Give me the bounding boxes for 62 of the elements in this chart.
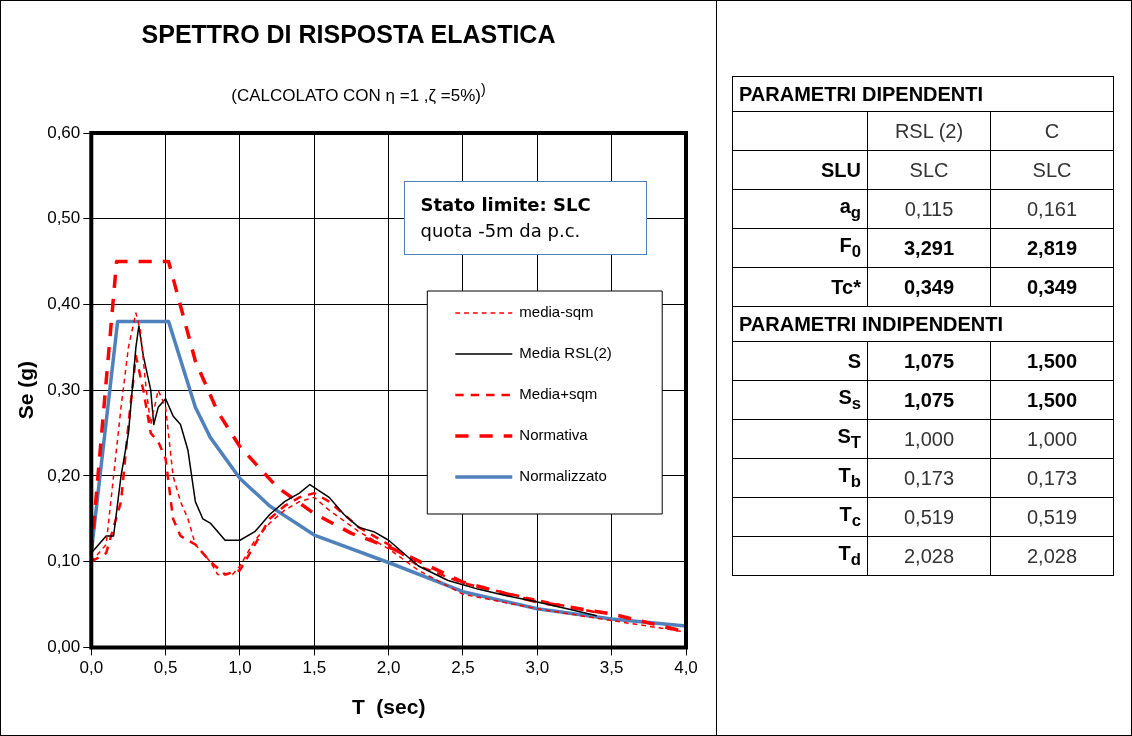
- category-label: F$_{0}$: [839, 234, 861, 261]
- text: 2,028: [1026, 544, 1078, 567]
- x-tick-label: 2,5: [451, 658, 475, 678]
- y-tick-label: 0,20: [47, 465, 81, 485]
- category-label: T$_{b}$: [838, 464, 861, 491]
- text: PARAMETRI DIPENDENTI: [732, 76, 1114, 112]
- chart-subtitle: (CALCOLATO CON η =1 ,ζ =5%)$^{)}$: [230, 81, 487, 106]
- x-tick-label: 3,5: [599, 658, 624, 678]
- text: 0,173: [1026, 466, 1078, 489]
- category-label: T$_{d}$: [838, 542, 861, 569]
- text: 2,819: [1026, 236, 1078, 259]
- text: 2,028: [903, 544, 955, 567]
- y-tick-label: 0,00: [47, 637, 81, 657]
- category-label: SLU: [821, 158, 861, 181]
- category-label: C: [990, 111, 1114, 151]
- text: 3,291: [903, 236, 955, 259]
- text: 0,173: [903, 466, 955, 489]
- chart-title: SPETTRO DI RISPOSTA ELASTICA: [141, 19, 556, 48]
- text: 1,500: [1026, 388, 1078, 411]
- legend-label: media-sqm: [519, 303, 594, 321]
- x-tick-label: 4,0: [674, 658, 698, 678]
- x-tick-label: 1,5: [302, 658, 327, 678]
- x-tick-label: 0,5: [153, 658, 178, 678]
- x-tick-label: 2,0: [376, 658, 401, 678]
- x-tick-label: 3,0: [525, 658, 550, 678]
- category-label: RSL (2): [867, 111, 991, 151]
- text: SLC: [1032, 158, 1072, 181]
- category-label: S$_{s}$: [838, 386, 861, 413]
- annotation: quota -5m da p.c.: [420, 219, 582, 243]
- text: 1,500: [1026, 349, 1078, 372]
- y-tick-label: 0,10: [47, 551, 81, 571]
- note-box: Stato limite: SLC quota -5m da p.c.: [403, 181, 648, 255]
- x-axis-title: T (sec): [351, 695, 426, 719]
- y-tick-label: 0,60: [47, 122, 81, 142]
- legend-label: Media RSL(2): [519, 344, 612, 362]
- text: 1,000: [903, 427, 955, 450]
- y-tick-label: 0,50: [47, 208, 81, 228]
- text: SLC: [909, 158, 949, 181]
- legend-label: Media+sqm: [519, 385, 598, 403]
- legend-label: Normativa: [519, 426, 589, 444]
- x-tick-label: 1,0: [228, 658, 252, 678]
- text: 0,349: [903, 275, 955, 298]
- text: 0,519: [1026, 505, 1078, 528]
- category-label: S$_{T}$: [837, 425, 861, 452]
- text: PARAMETRI INDIPENDENTI: [732, 306, 1114, 342]
- legend-label: Normalizzato: [519, 467, 607, 485]
- text: 0,161: [1026, 197, 1078, 220]
- text: 0,519: [903, 505, 955, 528]
- annotation: Stato limite: SLC: [420, 193, 592, 217]
- text: 0,115: [904, 197, 954, 220]
- text: 1,000: [1026, 427, 1078, 450]
- y-tick-label: 0,30: [47, 379, 81, 399]
- category-label: a$_{g}$: [839, 195, 861, 222]
- y-tick-label: 0,40: [47, 294, 81, 314]
- text: 1,075: [903, 388, 955, 411]
- category-label: T$_{c}$: [839, 503, 861, 530]
- y-axis-title: Se (g): [14, 361, 38, 420]
- category-label: Tc*: [831, 275, 861, 298]
- text: 1,075: [903, 349, 955, 372]
- text: 0,349: [1026, 275, 1078, 298]
- x-tick-label: 0,0: [79, 658, 104, 678]
- category-label: S: [847, 349, 861, 372]
